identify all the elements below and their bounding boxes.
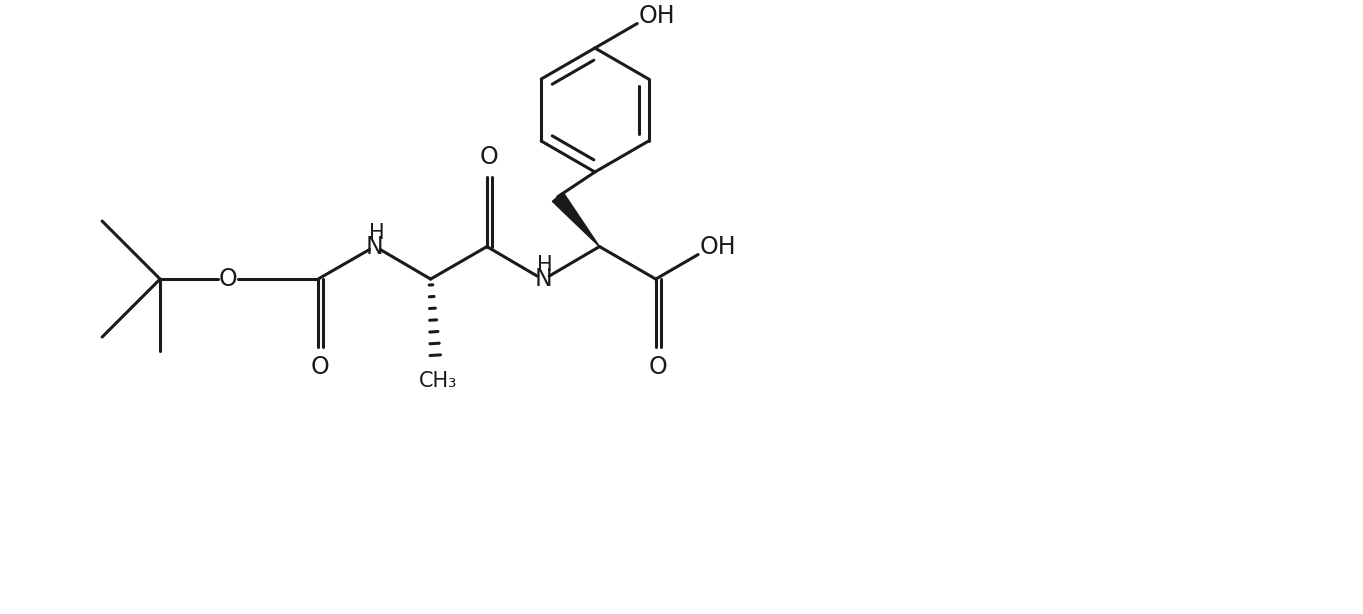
Text: OH: OH	[699, 235, 736, 258]
Polygon shape	[552, 192, 600, 247]
Text: N: N	[534, 267, 552, 291]
Text: H: H	[368, 223, 384, 243]
Text: O: O	[649, 355, 667, 379]
Text: CH₃: CH₃	[418, 371, 457, 391]
Text: O: O	[218, 267, 237, 291]
Text: O: O	[311, 355, 330, 379]
Text: N: N	[365, 235, 383, 258]
Text: OH: OH	[639, 4, 676, 28]
Text: H: H	[537, 255, 553, 275]
Text: O: O	[480, 145, 499, 169]
